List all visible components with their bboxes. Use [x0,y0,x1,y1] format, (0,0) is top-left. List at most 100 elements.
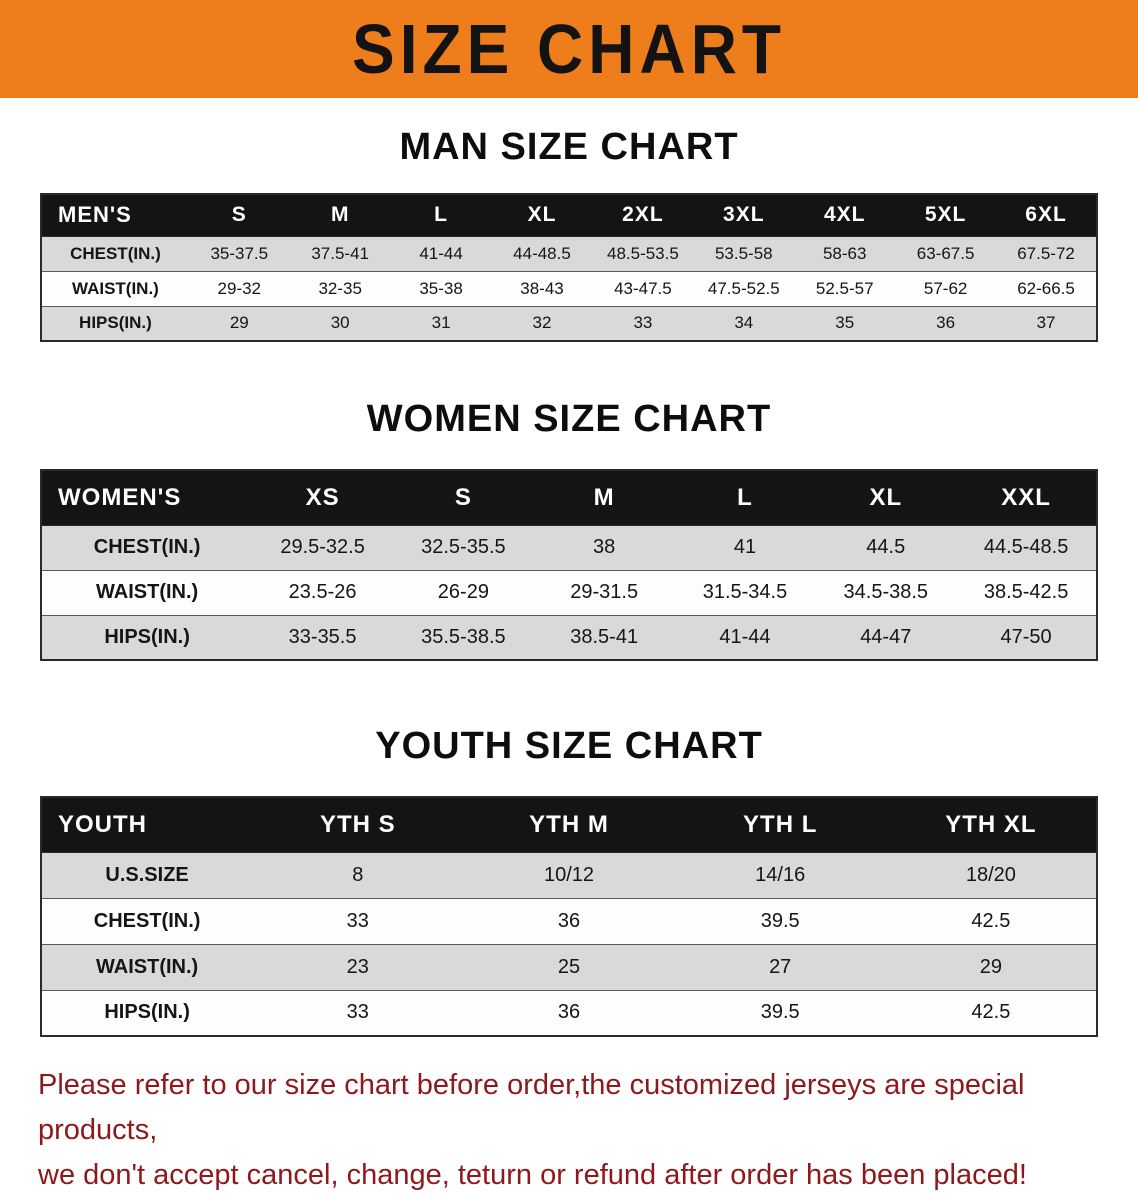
size-column-header: 6XL [996,193,1097,237]
man-size-chart-section: MAN SIZE CHART MEN'S S M L XL 2XL 3XL 4XL 5XL 6XL… [0,126,1138,342]
size-value-cell: 31 [390,305,492,342]
size-value-cell: 41-44 [674,614,816,661]
table-corner-label: MEN'S [41,193,189,237]
size-value-cell: 52.5-57 [794,270,896,307]
row-label: CHEST(IN.) [41,897,253,945]
size-column-header: 2XL [592,193,694,237]
table-row: WAIST(IN.) 23.5-26 26-29 29-31.5 31.5-34.5 34… [41,569,1097,616]
size-column-header: YTH M [463,796,675,853]
row-label: HIPS(IN.) [41,989,253,1037]
size-value-cell: 44.5-48.5 [956,524,1097,571]
row-label: U.S.SIZE [41,851,253,899]
women-section-heading: WOMEN SIZE CHART [366,398,772,440]
women-size-table: WOMEN'S XS S M L XL XXL CHEST(IN.) 29.5-32.5 32.5… [40,469,1098,661]
size-column-header: S [188,193,290,237]
disclaimer-line-1: Please refer to our size chart before or… [38,1069,1025,1146]
size-value-cell: 44-48.5 [491,235,593,272]
size-value-cell: 32 [491,305,593,342]
table-header-row: YOUTH YTH S YTH M YTH L YTH XL [41,796,1097,853]
size-value-cell: 62-66.5 [996,270,1097,307]
size-column-header: L [390,193,492,237]
size-value-cell: 32-35 [289,270,391,307]
size-value-cell: 38.5-41 [533,614,675,661]
row-label: CHEST(IN.) [41,235,189,272]
table-row: WAIST(IN.) 29-32 32-35 35-38 38-43 43-47.5 47.… [41,270,1097,307]
size-value-cell: 58-63 [794,235,896,272]
table-corner-label: WOMEN'S [41,469,253,526]
size-value-cell: 35-37.5 [188,235,290,272]
size-value-cell: 38-43 [491,270,593,307]
size-value-cell: 10/12 [463,851,675,899]
size-value-cell: 35-38 [390,270,492,307]
men-size-table: MEN'S S M L XL 2XL 3XL 4XL 5XL 6XL CHEST(IN.) 35-37… [40,193,1098,342]
size-value-cell: 37 [996,305,1097,342]
size-value-cell: 26-29 [392,569,534,616]
table-row: CHEST(IN.) 29.5-32.5 32.5-35.5 38 41 44.5 44.5… [41,524,1097,571]
size-value-cell: 27 [674,943,886,991]
page-title: SIZE CHART [352,10,786,88]
size-value-cell: 29 [188,305,290,342]
table-row: U.S.SIZE 8 10/12 14/16 18/20 [41,851,1097,899]
size-value-cell: 29 [885,943,1097,991]
size-value-cell: 57-62 [895,270,997,307]
size-value-cell: 39.5 [674,897,886,945]
disclaimer: Please refer to our size chart before or… [38,1063,1100,1198]
size-value-cell: 36 [895,305,997,342]
size-value-cell: 29-31.5 [533,569,675,616]
size-value-cell: 35.5-38.5 [392,614,534,661]
youth-size-chart-section: YOUTH SIZE CHART YOUTH YTH S YTH M YTH L YTH… [0,725,1138,1037]
size-value-cell: 42.5 [885,989,1097,1037]
size-column-header: 3XL [693,193,795,237]
size-value-cell: 36 [463,989,675,1037]
table-row: CHEST(IN.) 33 36 39.5 42.5 [41,897,1097,945]
size-value-cell: 35 [794,305,896,342]
size-column-header: S [392,469,534,526]
size-value-cell: 14/16 [674,851,886,899]
size-value-cell: 33 [592,305,694,342]
size-value-cell: 34 [693,305,795,342]
table-header-row: WOMEN'S XS S M L XL XXL [41,469,1097,526]
size-column-header: XL [491,193,593,237]
size-value-cell: 43-47.5 [592,270,694,307]
size-column-header: M [289,193,391,237]
table-row: HIPS(IN.) 33 36 39.5 42.5 [41,989,1097,1037]
size-value-cell: 44-47 [815,614,957,661]
size-value-cell: 23 [252,943,464,991]
size-value-cell: 25 [463,943,675,991]
size-value-cell: 37.5-41 [289,235,391,272]
size-value-cell: 33 [252,989,464,1037]
size-value-cell: 47-50 [956,614,1097,661]
size-value-cell: 38 [533,524,675,571]
size-value-cell: 41-44 [390,235,492,272]
size-value-cell: 42.5 [885,897,1097,945]
table-header-row: MEN'S S M L XL 2XL 3XL 4XL 5XL 6XL [41,193,1097,237]
size-value-cell: 29-32 [188,270,290,307]
table-corner-label: YOUTH [41,796,253,853]
size-value-cell: 48.5-53.5 [592,235,694,272]
size-value-cell: 41 [674,524,816,571]
size-column-header: L [674,469,816,526]
size-value-cell: 33 [252,897,464,945]
table-row: CHEST(IN.) 35-37.5 37.5-41 41-44 44-48.5 48.5… [41,235,1097,272]
size-value-cell: 23.5-26 [252,569,393,616]
size-value-cell: 53.5-58 [693,235,795,272]
size-column-header: XS [252,469,393,526]
size-value-cell: 33-35.5 [252,614,393,661]
man-section-heading: MAN SIZE CHART [399,126,739,168]
size-value-cell: 63-67.5 [895,235,997,272]
size-value-cell: 47.5-52.5 [693,270,795,307]
row-label: CHEST(IN.) [41,524,253,571]
size-column-header: YTH L [674,796,886,853]
size-column-header: M [533,469,675,526]
row-label: WAIST(IN.) [41,943,253,991]
size-value-cell: 38.5-42.5 [956,569,1097,616]
banner: SIZE CHART [0,0,1138,98]
size-value-cell: 31.5-34.5 [674,569,816,616]
size-column-header: XXL [956,469,1097,526]
size-value-cell: 8 [252,851,464,899]
size-column-header: 5XL [895,193,997,237]
size-value-cell: 67.5-72 [996,235,1097,272]
size-value-cell: 34.5-38.5 [815,569,957,616]
size-value-cell: 30 [289,305,391,342]
women-size-chart-section: WOMEN SIZE CHART WOMEN'S XS S M L XL XXL CHEST(… [0,398,1138,661]
